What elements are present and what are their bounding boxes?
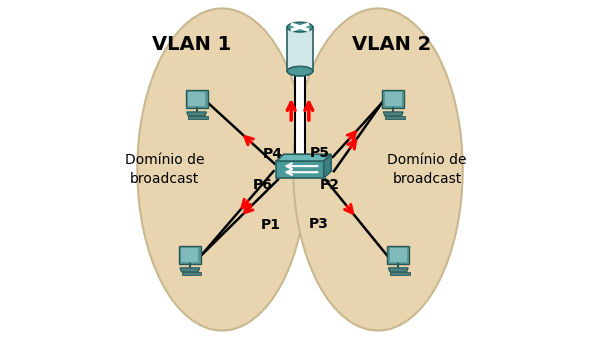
Text: P2: P2: [320, 178, 340, 192]
Polygon shape: [389, 248, 407, 262]
Text: Domínio de
broadcast: Domínio de broadcast: [388, 153, 467, 186]
Polygon shape: [324, 154, 331, 178]
Polygon shape: [187, 112, 206, 116]
Polygon shape: [385, 116, 405, 119]
Polygon shape: [390, 272, 410, 275]
Text: VLAN 2: VLAN 2: [352, 35, 431, 54]
Polygon shape: [287, 27, 313, 71]
Polygon shape: [185, 90, 208, 108]
Ellipse shape: [137, 8, 307, 331]
Polygon shape: [385, 92, 402, 106]
Polygon shape: [179, 246, 201, 264]
Polygon shape: [182, 272, 202, 275]
Text: P1: P1: [261, 218, 281, 233]
Ellipse shape: [287, 66, 313, 76]
Polygon shape: [276, 154, 331, 161]
Text: P5: P5: [310, 146, 329, 160]
Polygon shape: [388, 268, 408, 272]
Text: P6: P6: [253, 178, 272, 192]
Polygon shape: [276, 161, 324, 178]
Ellipse shape: [287, 22, 313, 32]
Polygon shape: [387, 246, 409, 264]
Polygon shape: [383, 112, 403, 116]
Polygon shape: [382, 90, 404, 108]
Text: P4: P4: [263, 147, 283, 161]
Text: VLAN 1: VLAN 1: [152, 35, 231, 54]
Polygon shape: [188, 116, 208, 119]
Polygon shape: [188, 92, 205, 106]
Text: Domínio de
broadcast: Domínio de broadcast: [125, 153, 204, 186]
Ellipse shape: [293, 8, 463, 331]
Polygon shape: [180, 268, 200, 272]
Polygon shape: [181, 248, 199, 262]
Text: P3: P3: [309, 217, 329, 231]
